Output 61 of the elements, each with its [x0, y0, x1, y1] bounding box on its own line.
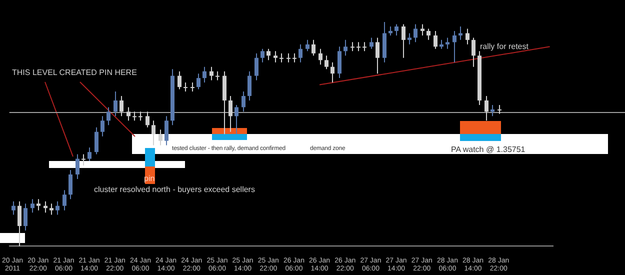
candlestick	[248, 70, 252, 101]
candlestick	[126, 106, 130, 122]
candlestick	[472, 37, 476, 68]
candlestick	[228, 95, 232, 132]
candlestick	[24, 203, 28, 232]
candlestick	[210, 66, 214, 81]
candlestick	[164, 116, 168, 146]
candlestick	[36, 198, 40, 211]
candlestick	[344, 39, 348, 56]
candlestick	[18, 200, 22, 247]
candlestick	[274, 50, 278, 63]
candlestick	[330, 62, 334, 84]
candlestick	[458, 26, 462, 40]
candlestick	[30, 198, 34, 214]
candlestick	[414, 24, 418, 43]
candlestick	[426, 28, 430, 40]
candlestick	[88, 147, 92, 162]
candlestick	[56, 200, 60, 216]
candlestick	[202, 66, 206, 84]
candlestick	[452, 30, 456, 63]
candlestick	[312, 39, 316, 56]
candlestick	[484, 95, 488, 122]
candlestick	[146, 111, 150, 128]
candlestick	[402, 24, 406, 58]
candlestick	[446, 37, 450, 50]
candlestick	[12, 200, 16, 216]
candlestick	[152, 120, 156, 146]
candlestick	[234, 104, 238, 135]
annotation: cluster resolved north - buyers exceed sellers	[94, 185, 255, 194]
candlestick	[50, 203, 54, 216]
candlestick	[318, 48, 322, 66]
candlestick	[100, 116, 104, 137]
candlestick	[94, 126, 98, 155]
candlestick	[266, 48, 270, 61]
candlestick	[466, 28, 470, 45]
candlestick	[76, 154, 80, 180]
candlestick	[298, 44, 302, 63]
candlestick	[394, 24, 398, 36]
candlestick	[114, 91, 118, 117]
candlestick	[370, 37, 374, 50]
candlestick	[434, 30, 438, 50]
annotation: rally for retest	[480, 42, 528, 51]
candlestick	[338, 46, 342, 79]
candlestick	[420, 24, 424, 36]
candlestick	[106, 106, 110, 126]
candlestick	[196, 73, 200, 90]
candlestick	[158, 129, 162, 146]
annotation: THIS LEVEL CREATED PIN HERE	[12, 68, 137, 77]
candlestick	[242, 91, 246, 112]
candlestick	[82, 154, 86, 166]
candlestick	[306, 39, 310, 52]
candlestick	[376, 37, 380, 74]
candlestick	[260, 48, 264, 63]
candlestick	[68, 169, 72, 200]
candlestick	[62, 190, 66, 211]
candlestick	[254, 52, 258, 81]
annotation: PA watch @ 1.35751	[451, 145, 526, 154]
candlestick	[178, 70, 182, 90]
candlestick	[408, 32, 412, 45]
candlestick	[324, 55, 328, 70]
candlestick	[120, 95, 124, 117]
